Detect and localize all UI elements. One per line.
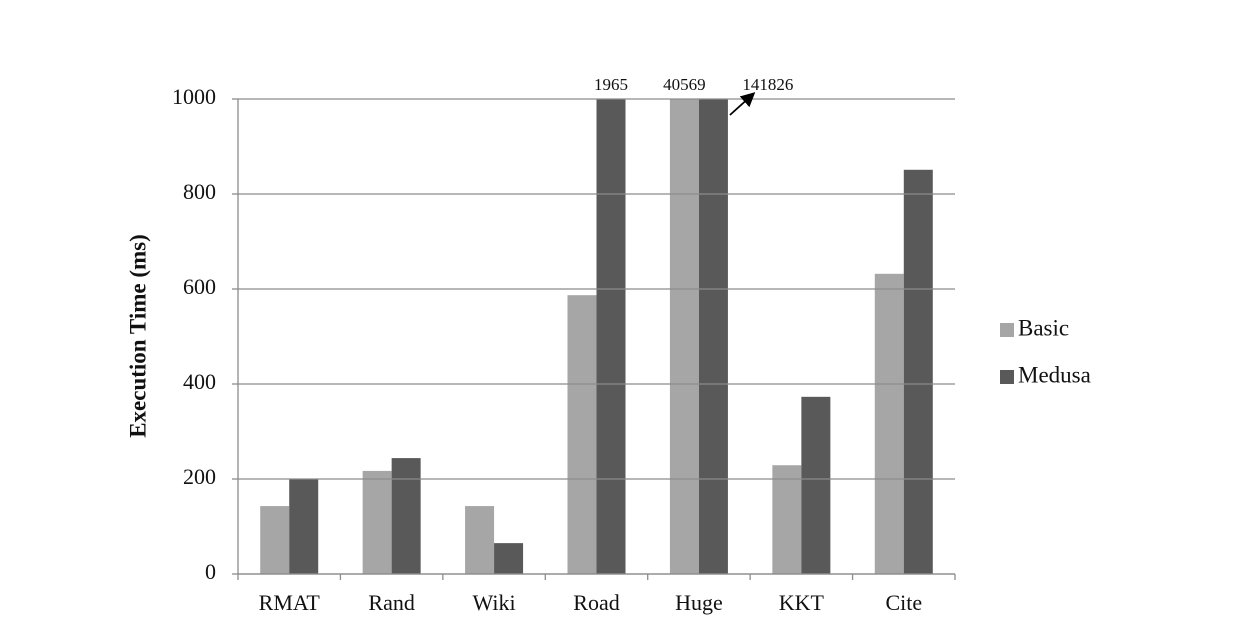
x-tick-label: Huge	[675, 590, 723, 615]
legend-marker	[1000, 370, 1014, 384]
y-tick-label: 600	[183, 274, 216, 299]
y-tick-label: 0	[205, 559, 216, 584]
bar	[260, 506, 290, 574]
x-tick-label: Wiki	[473, 590, 516, 615]
x-tick-label: RMAT	[259, 590, 321, 615]
x-tick-label: KKT	[779, 590, 825, 615]
bar	[874, 273, 904, 574]
bars	[260, 99, 933, 574]
x-tick-label: Rand	[368, 590, 414, 615]
legend-marker	[1000, 323, 1014, 337]
value-label: 141826	[742, 75, 793, 94]
x-tick-label: Cite	[885, 590, 922, 615]
legend-label: Medusa	[1018, 362, 1091, 387]
bar	[903, 169, 933, 574]
y-axis-title: Execution Time (ms)	[125, 234, 150, 438]
legend-label: Basic	[1018, 315, 1069, 340]
y-tick-label: 1000	[172, 84, 216, 109]
value-label: 40569	[663, 75, 706, 94]
y-tick-label: 400	[183, 369, 216, 394]
bar	[669, 99, 699, 574]
y-tick-label: 800	[183, 179, 216, 204]
bar	[698, 99, 728, 574]
value-label: 1965	[594, 75, 628, 94]
bar	[801, 396, 831, 574]
bar	[596, 99, 626, 574]
bar	[362, 470, 392, 574]
overflow-arrow	[729, 92, 756, 116]
bar	[391, 458, 421, 574]
bar	[494, 543, 524, 574]
x-tick-label: Road	[573, 590, 619, 615]
y-tick-label: 200	[183, 464, 216, 489]
bar	[772, 465, 802, 574]
bar	[465, 506, 495, 574]
bar	[289, 479, 319, 574]
bar	[567, 295, 597, 574]
